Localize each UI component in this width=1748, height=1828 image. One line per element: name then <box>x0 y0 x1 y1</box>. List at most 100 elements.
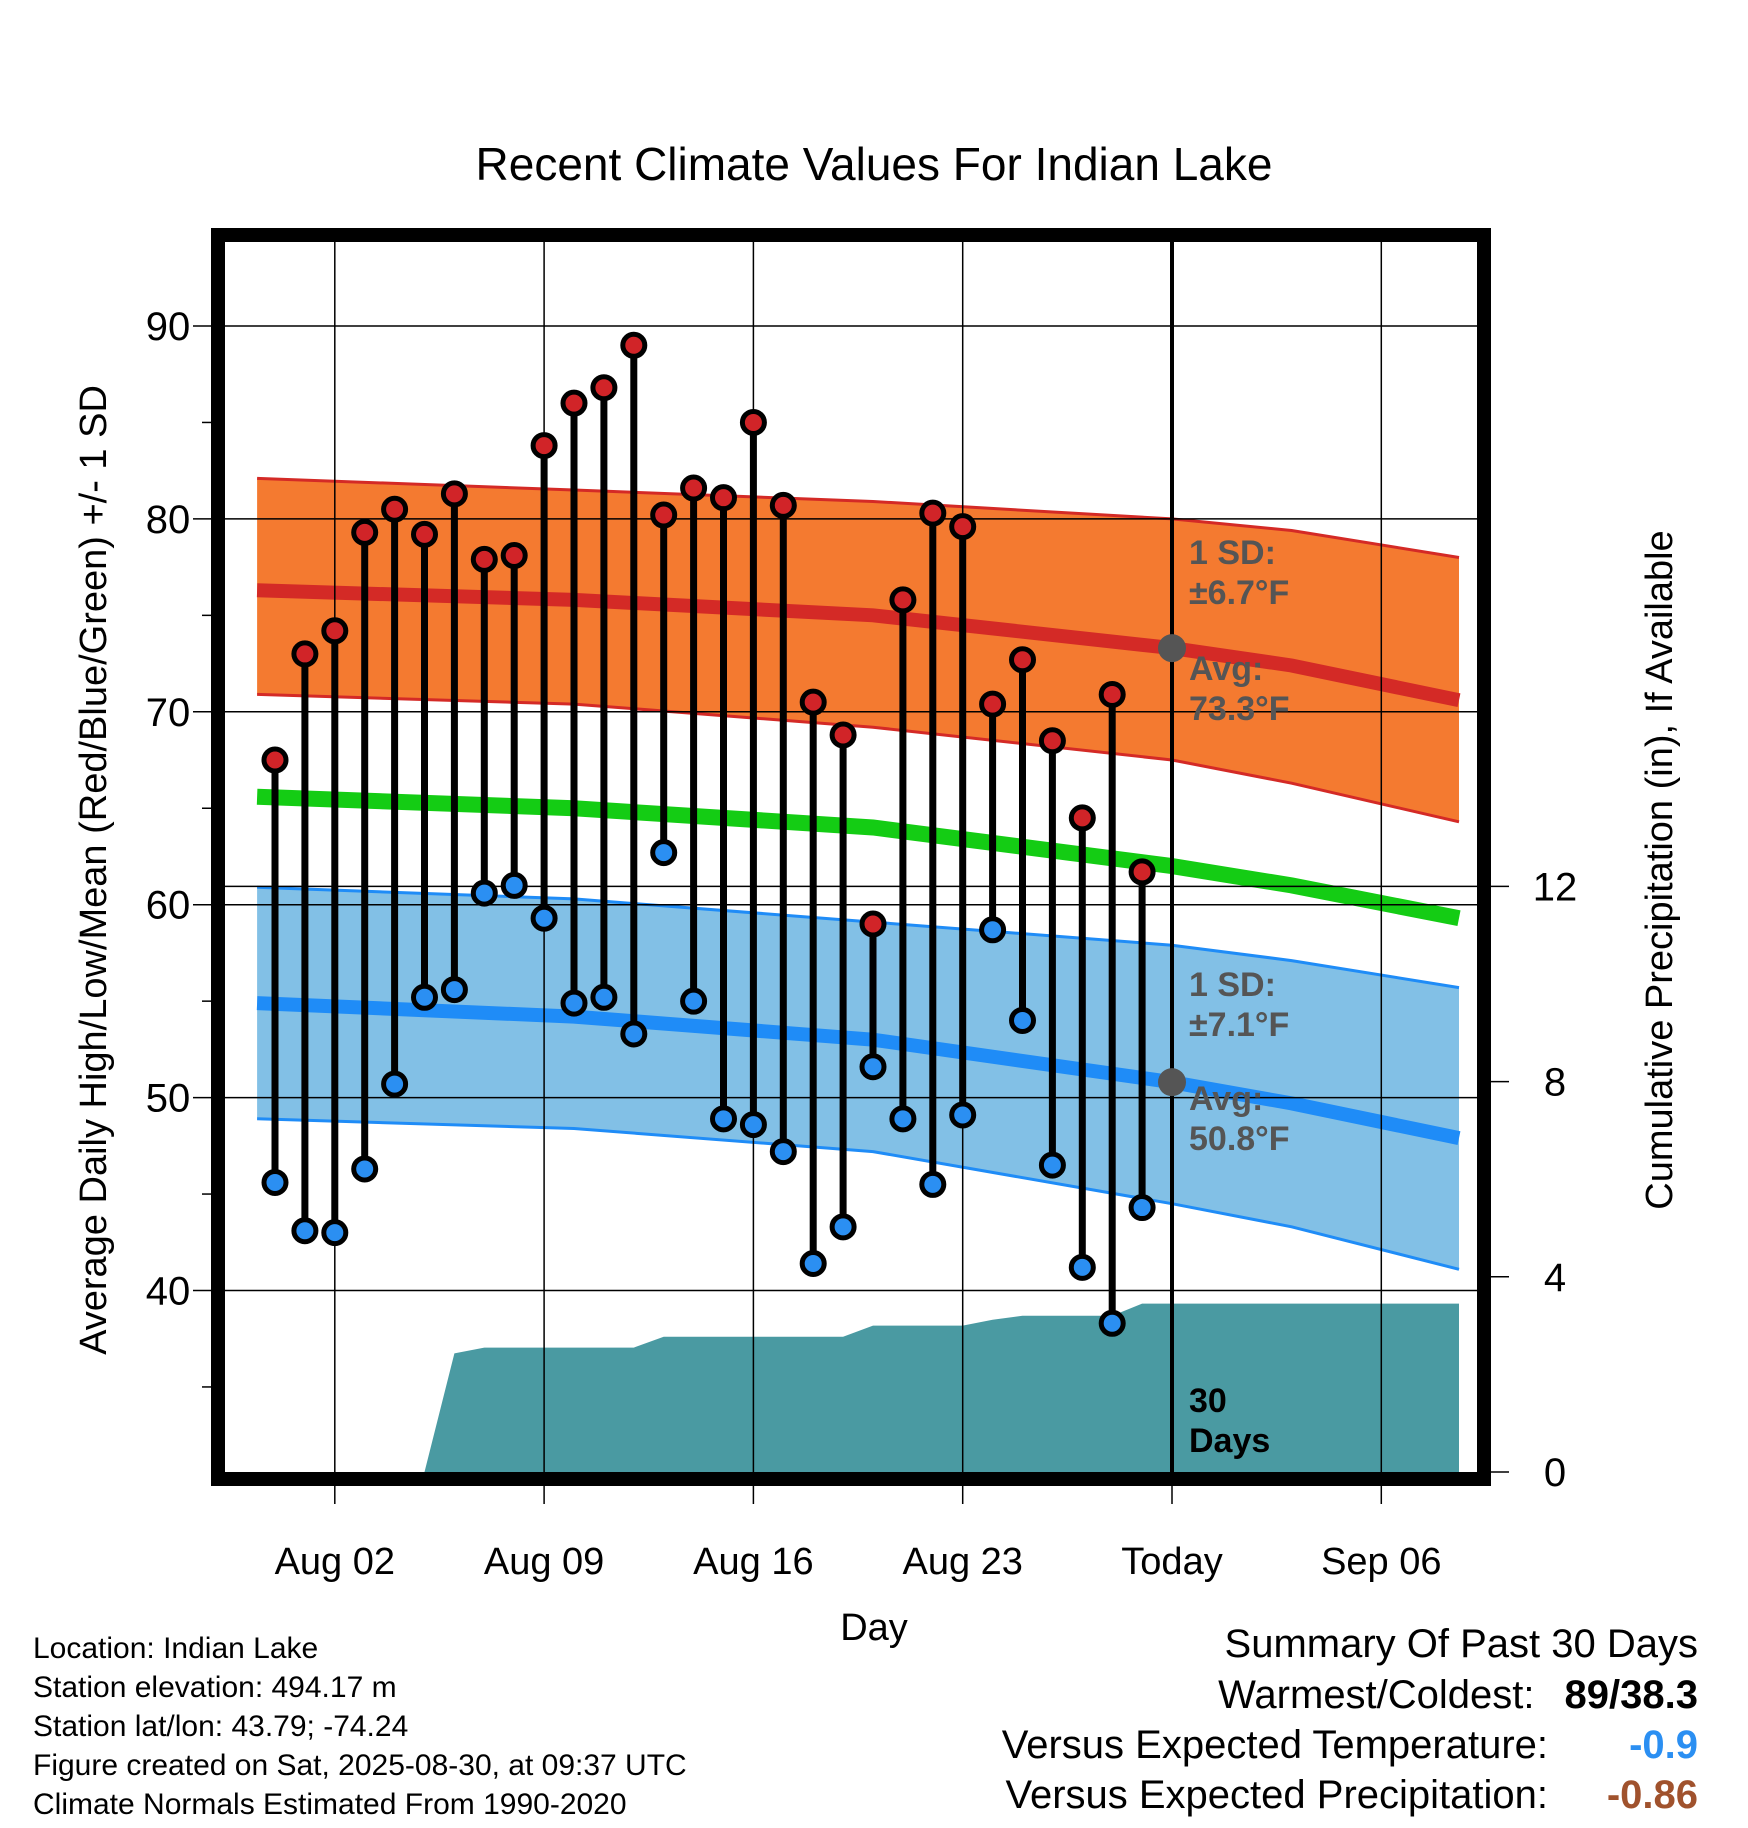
high-point-28 <box>1098 680 1126 708</box>
high-point-21 <box>889 586 917 614</box>
low-point-7 <box>470 879 498 907</box>
high-point-2 <box>321 617 349 645</box>
low-sd-label: 1 SD: ±7.1°F <box>1189 966 1289 1044</box>
y-left-tick-label-70: 70 <box>146 691 191 735</box>
high-point-13 <box>650 501 678 529</box>
high-point-10 <box>560 389 588 417</box>
y-axis-label-right: Cumulative Precipitation (in), If Availa… <box>1639 530 1681 1209</box>
high-point-25 <box>1009 646 1036 674</box>
chart-title: Recent Climate Values For Indian Lake <box>476 138 1273 190</box>
high-point-12 <box>620 331 648 359</box>
low-point-11 <box>590 983 618 1011</box>
high-point-7 <box>470 545 498 573</box>
y-right-tick-label-8: 8 <box>1544 1061 1566 1105</box>
low-point-23 <box>949 1101 977 1129</box>
info-created: Figure created on Sat, 2025-08-30, at 09… <box>33 1749 687 1782</box>
normal-low-lower-line <box>257 1117 1460 1271</box>
low-point-25 <box>1009 1006 1036 1034</box>
high-point-17 <box>769 491 797 519</box>
low-avg-label-line-1: 50.8°F <box>1189 1120 1290 1158</box>
x-tick-label-1: Aug 09 <box>484 1541 604 1583</box>
y-left-tick-label-90: 90 <box>146 305 191 349</box>
high-point-16 <box>739 408 767 436</box>
plot-frame <box>211 228 1491 1486</box>
high-point-9 <box>530 432 558 460</box>
low-point-10 <box>560 989 588 1017</box>
low-point-9 <box>530 904 558 932</box>
y-axis-label-left: Average Daily High/Low/Mean (Red/Blue/Gr… <box>73 385 115 1355</box>
low-point-3 <box>351 1155 379 1183</box>
info-elevation: Station elevation: 494.17 m <box>33 1671 397 1704</box>
low-point-24 <box>979 916 1007 944</box>
precip-area <box>424 1303 1459 1472</box>
y-right-tick-label-12: 12 <box>1533 865 1578 909</box>
high-point-23 <box>949 513 977 541</box>
x-tick-label-3: Aug 23 <box>902 1541 1022 1583</box>
info-latlon: Station lat/lon: 43.79; -74.24 <box>33 1710 409 1743</box>
low-point-19 <box>829 1213 857 1241</box>
low-point-21 <box>889 1105 917 1133</box>
high-point-26 <box>1038 727 1066 755</box>
low-point-4 <box>381 1070 409 1098</box>
normal-low-mean-line <box>256 996 1461 1145</box>
low-avg-label: Avg: 50.8°F <box>1189 1080 1290 1158</box>
summary-temperature: Versus Expected Temperature: -0.9 <box>1002 1723 1698 1768</box>
high-point-11 <box>590 374 618 402</box>
high-point-3 <box>351 518 379 546</box>
normal-high-band <box>257 478 1460 822</box>
today-days-label-line-0: 30 <box>1189 1382 1227 1420</box>
low-point-8 <box>500 871 528 899</box>
high-point-24 <box>979 690 1007 718</box>
summary-warmest-coldest: Warmest/Coldest: 89/38.3 <box>1218 1673 1698 1718</box>
today-low-avg-marker <box>1158 1068 1186 1097</box>
low-point-27 <box>1068 1253 1096 1281</box>
high-sd-label: 1 SD: ±6.7°F <box>1189 534 1289 612</box>
y-left-tick-label-80: 80 <box>146 498 191 542</box>
low-point-20 <box>859 1053 887 1081</box>
high-point-18 <box>799 688 827 716</box>
high-sd-label-line-0: 1 SD: <box>1189 534 1276 572</box>
low-point-28 <box>1098 1309 1126 1337</box>
low-point-16 <box>739 1111 767 1139</box>
summary-heading: Summary Of Past 30 Days <box>1224 1622 1698 1666</box>
axes: 40 50 60 70 80 90 0 4 8 12 Aug 02 Aug 09 Aug 16 Aug 2… <box>146 228 1578 1583</box>
low-point-13 <box>650 839 678 867</box>
high-point-4 <box>381 495 409 523</box>
x-tick-label-0: Aug 02 <box>275 1541 395 1583</box>
low-point-29 <box>1128 1194 1156 1222</box>
high-sd-label-line-1: ±6.7°F <box>1189 574 1289 612</box>
low-sd-label-line-0: 1 SD: <box>1189 966 1276 1004</box>
high-point-29 <box>1128 858 1156 886</box>
high-point-14 <box>680 474 708 502</box>
today-high-avg-marker <box>1158 634 1186 663</box>
low-point-14 <box>680 987 708 1015</box>
y-left-tick-label-50: 50 <box>146 1077 191 1121</box>
info-normals: Climate Normals Estimated From 1990-2020 <box>33 1788 627 1821</box>
precipitation-value: -0.86 <box>1606 1773 1698 1817</box>
low-point-15 <box>710 1105 737 1133</box>
warmest-coldest-label: Warmest/Coldest: <box>1218 1673 1535 1717</box>
temperature-value: -0.9 <box>1629 1723 1698 1767</box>
low-point-22 <box>919 1170 947 1198</box>
high-point-19 <box>829 721 857 749</box>
warmest-coldest-value: 89/38.3 <box>1564 1673 1698 1717</box>
low-sd-label-line-1: ±7.1°F <box>1189 1006 1289 1044</box>
high-avg-label: Avg: 73.3°F <box>1189 650 1290 728</box>
high-point-27 <box>1068 804 1096 832</box>
high-point-15 <box>710 484 737 512</box>
today-days-label: 30 Days <box>1189 1382 1270 1460</box>
high-avg-label-line-0: Avg: <box>1189 650 1263 688</box>
low-avg-label-line-0: Avg: <box>1189 1080 1263 1118</box>
y-right-tick-label-4: 4 <box>1544 1256 1566 1300</box>
low-point-6 <box>440 976 468 1004</box>
low-point-2 <box>321 1219 349 1247</box>
y-right-tick-label-0: 0 <box>1544 1451 1566 1495</box>
high-point-6 <box>440 480 468 508</box>
today-days-label-line-1: Days <box>1189 1422 1270 1460</box>
low-point-1 <box>291 1217 319 1245</box>
low-point-17 <box>769 1138 797 1166</box>
low-point-26 <box>1038 1151 1066 1179</box>
